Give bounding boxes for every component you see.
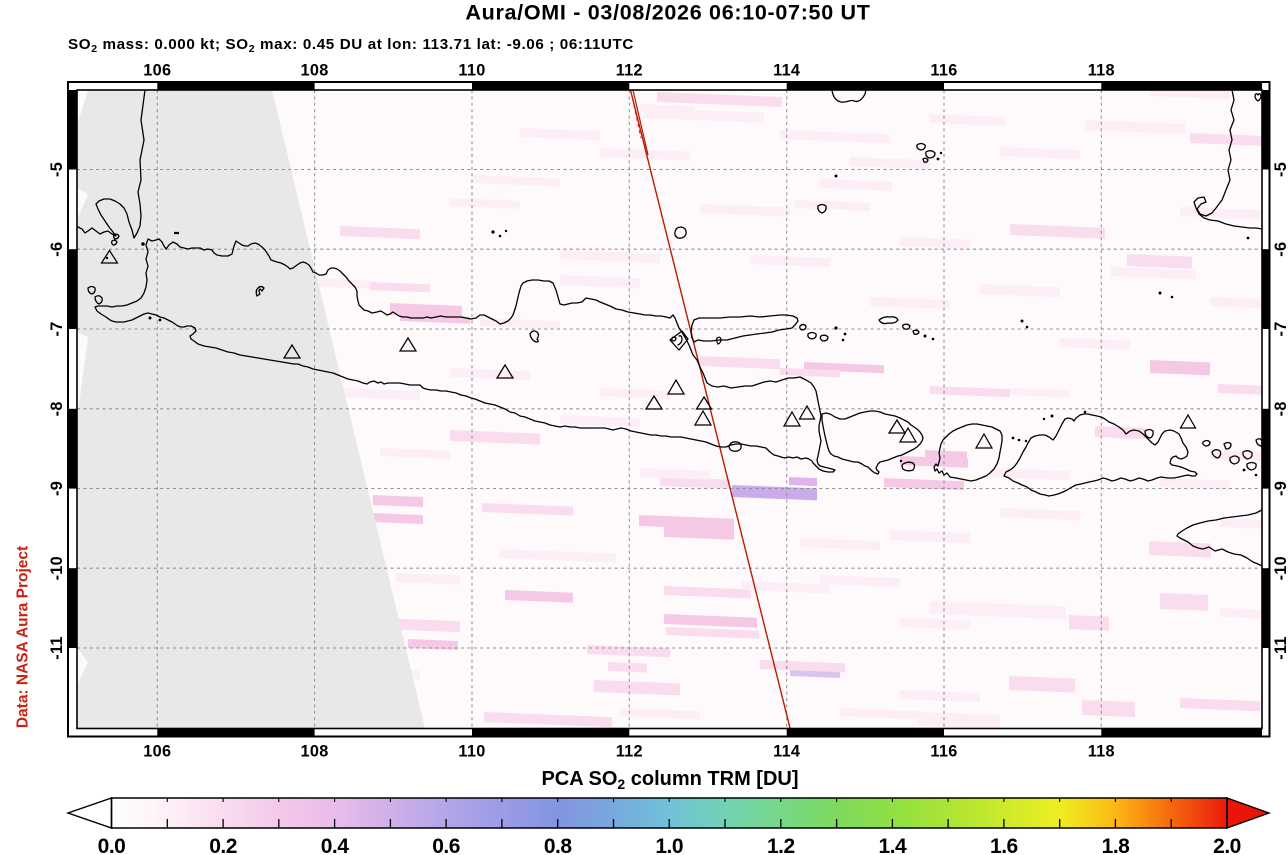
svg-text:-10: -10: [1272, 556, 1288, 580]
svg-text:2.0: 2.0: [1213, 835, 1241, 855]
svg-text:0.4: 0.4: [321, 835, 350, 855]
svg-text:-8: -8: [48, 401, 66, 416]
svg-text:110: 110: [458, 62, 485, 80]
svg-text:106: 106: [143, 62, 171, 80]
svg-text:-7: -7: [1272, 321, 1288, 336]
svg-text:118: 118: [1088, 743, 1115, 761]
svg-text:0.0: 0.0: [98, 835, 126, 855]
svg-text:106: 106: [143, 743, 171, 761]
svg-text:0.2: 0.2: [209, 835, 237, 855]
svg-text:108: 108: [301, 743, 329, 761]
svg-text:1.8: 1.8: [1102, 835, 1131, 855]
svg-text:108: 108: [301, 62, 329, 80]
svg-text:116: 116: [930, 62, 957, 80]
svg-text:0.8: 0.8: [544, 835, 573, 855]
svg-text:PCA SO2 column TRM [DU]: PCA SO2 column TRM [DU]: [541, 768, 798, 792]
svg-text:114: 114: [773, 62, 800, 80]
svg-text:110: 110: [458, 743, 485, 761]
svg-text:1.2: 1.2: [767, 835, 795, 855]
svg-text:112: 112: [616, 62, 643, 80]
svg-text:-7: -7: [48, 321, 66, 336]
svg-text:Data: NASA Aura Project: Data: NASA Aura Project: [15, 546, 32, 728]
svg-text:Aura/OMI - 03/08/2026 06:10-07: Aura/OMI - 03/08/2026 06:10-07:50 UT: [465, 1, 870, 25]
svg-text:-9: -9: [1272, 481, 1288, 496]
svg-text:1.4: 1.4: [879, 835, 908, 855]
svg-text:112: 112: [616, 743, 643, 761]
svg-text:-6: -6: [48, 242, 66, 257]
svg-text:1.6: 1.6: [990, 835, 1018, 855]
svg-text:114: 114: [773, 743, 800, 761]
svg-text:-5: -5: [48, 162, 66, 177]
svg-text:-11: -11: [1272, 636, 1288, 660]
svg-text:-11: -11: [48, 636, 66, 660]
svg-text:1.0: 1.0: [655, 835, 683, 855]
svg-text:-5: -5: [1272, 162, 1288, 177]
svg-text:118: 118: [1088, 62, 1115, 80]
svg-text:-6: -6: [1272, 242, 1288, 257]
svg-text:-10: -10: [48, 556, 66, 580]
svg-text:SO2 mass: 0.000 kt; SO2 max: 0: SO2 mass: 0.000 kt; SO2 max: 0.45 DU at …: [68, 36, 634, 55]
svg-text:-9: -9: [48, 481, 66, 496]
svg-text:-8: -8: [1272, 401, 1288, 416]
svg-text:0.6: 0.6: [432, 835, 460, 855]
svg-text:116: 116: [930, 743, 957, 761]
